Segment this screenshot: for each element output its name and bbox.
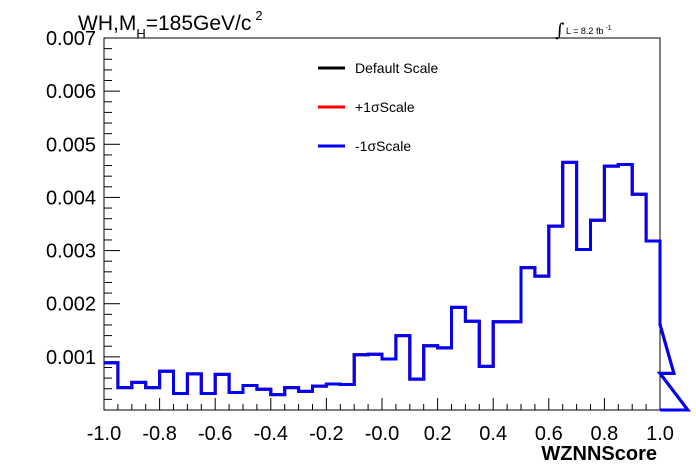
y-tick-label: 0.007 <box>46 28 96 50</box>
x-tick-label: 0.2 <box>424 423 452 445</box>
histogram-series <box>104 160 691 412</box>
luminosity-label: ∫ L = 8.2 fb -1 <box>555 20 612 41</box>
x-tick-label: 0.4 <box>479 423 507 445</box>
x-axis-ticks <box>103 398 661 410</box>
luminosity-superscript: -1 <box>605 25 611 32</box>
y-tick-label: 0.006 <box>46 81 96 103</box>
legend-label: -1σScale <box>355 138 411 154</box>
y-tick-label: 0.005 <box>46 134 96 156</box>
x-axis-label: WZNNScore <box>541 443 657 465</box>
title-part2: =185GeV/c <box>146 12 252 35</box>
y-tick-label: 0.001 <box>46 347 96 369</box>
x-tick-label: -0.0 <box>365 423 399 445</box>
y-tick-label: 0.003 <box>46 241 96 263</box>
luminosity-text: L = 8.2 fb -1 <box>566 25 612 36</box>
title-part1: WH,M <box>78 12 136 35</box>
x-tick-label: -1.0 <box>87 423 121 445</box>
x-tick-label: 0.6 <box>535 423 563 445</box>
x-tick-label: -0.2 <box>309 423 343 445</box>
series-line-3 <box>104 160 691 412</box>
title-superscript: 2 <box>255 8 262 23</box>
x-tick-label: 0.8 <box>590 423 618 445</box>
y-tick-label: 0.002 <box>46 294 96 316</box>
legend: Default Scale +1σScale -1σScale <box>318 60 438 154</box>
x-tick-label: -0.8 <box>142 423 176 445</box>
legend-label: Default Scale <box>355 60 438 76</box>
y-tick-label: 0.004 <box>46 187 96 209</box>
luminosity-value: L = 8.2 fb <box>566 26 603 36</box>
y-axis-ticks <box>104 37 120 411</box>
chart-title: WH,MH=185GeV/c 2 <box>78 8 263 41</box>
y-axis-tick-labels: 0.001 0.002 0.003 0.004 0.005 0.006 0.007 <box>46 28 96 369</box>
x-tick-label: -0.4 <box>254 423 288 445</box>
legend-label: +1σScale <box>355 99 415 115</box>
luminosity-integral: ∫ <box>555 20 565 41</box>
x-tick-label: -0.6 <box>198 423 232 445</box>
x-axis-tick-labels: -1.0 -0.8 -0.6 -0.4 -0.2 -0.0 0.2 0.4 0.6 0.8 1.0 <box>87 423 674 445</box>
title-subscript: H <box>136 26 145 41</box>
x-tick-label: 1.0 <box>646 423 674 445</box>
